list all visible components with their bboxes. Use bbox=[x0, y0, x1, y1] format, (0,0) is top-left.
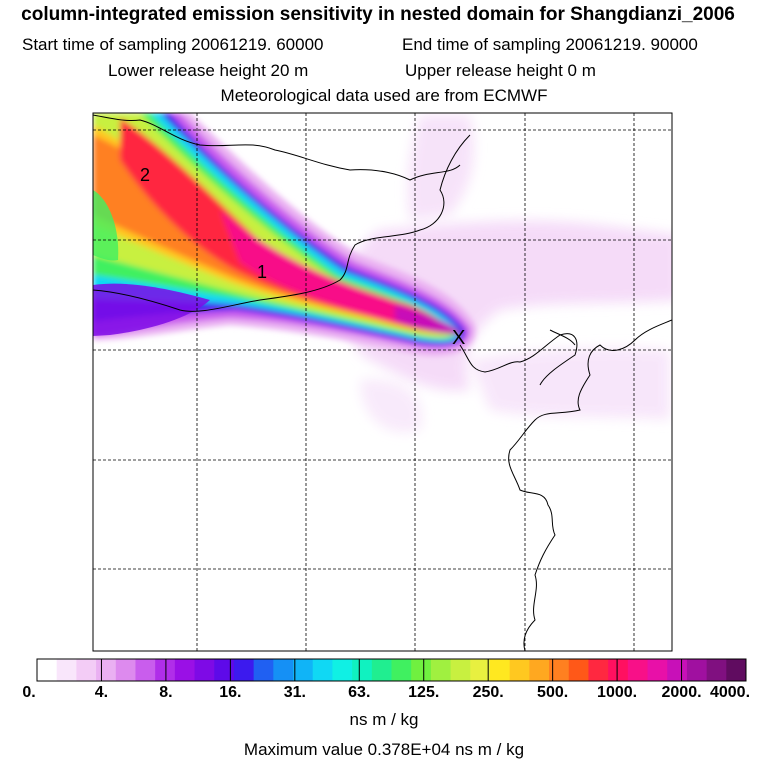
graticule bbox=[93, 113, 672, 651]
colorbar-swatch bbox=[273, 659, 294, 681]
start-time-label: Start time of sampling 20061219. 60000 bbox=[22, 35, 324, 54]
emission-field: 2 1 X bbox=[93, 113, 672, 651]
colorbar-tick-label: 4000. bbox=[709, 684, 751, 701]
lower-release-height-label: Lower release height 20 m bbox=[108, 61, 309, 80]
colorbar-swatch bbox=[312, 659, 333, 681]
colorbar-swatch bbox=[529, 659, 550, 681]
colorbar-tick-label: 125. bbox=[408, 684, 440, 701]
colorbar-swatch bbox=[549, 659, 570, 681]
colorbar-tick-label: 500. bbox=[537, 684, 569, 701]
colorbar-units: ns m / kg bbox=[349, 710, 419, 729]
colorbar-swatch bbox=[115, 659, 136, 681]
colorbar-swatch bbox=[253, 659, 274, 681]
colorbar-swatch bbox=[352, 659, 373, 681]
contour-label-1: 1 bbox=[257, 262, 267, 282]
colorbar-swatch bbox=[56, 659, 77, 681]
colorbar-swatch bbox=[411, 659, 432, 681]
colorbar-swatch bbox=[509, 659, 530, 681]
colorbar-tick-label: 0. bbox=[22, 684, 36, 701]
end-time-label: End time of sampling 20061219. 90000 bbox=[402, 35, 698, 54]
colorbar-tick-label: 1000. bbox=[597, 684, 638, 701]
upper-release-height-label: Upper release height 0 m bbox=[405, 61, 596, 80]
coastline-borders bbox=[93, 114, 672, 651]
colorbar-swatch bbox=[686, 659, 708, 681]
colorbar-swatch bbox=[332, 659, 353, 681]
colorbar-swatch bbox=[214, 659, 235, 681]
colorbar-tick-label: 31. bbox=[283, 684, 306, 701]
colorbar-swatch bbox=[391, 659, 412, 681]
plume-purple-west bbox=[93, 283, 210, 336]
colorbar-swatch bbox=[194, 659, 215, 681]
colorbar-swatch bbox=[568, 659, 589, 681]
colorbar-swatch bbox=[293, 659, 314, 681]
colorbar-swatch bbox=[647, 659, 668, 681]
release-site-marker: X bbox=[452, 327, 465, 349]
colorbar-swatch bbox=[233, 659, 255, 681]
plume-core-west bbox=[93, 190, 119, 261]
colorbar-tick-label: 63. bbox=[348, 684, 371, 701]
figure-title: column-integrated emission sensitivity i… bbox=[21, 4, 735, 25]
colorbar-tick-label: 8. bbox=[159, 684, 173, 701]
colorbar-swatch bbox=[667, 659, 688, 681]
colorbar-swatch bbox=[627, 659, 649, 681]
colorbar-swatch bbox=[96, 659, 117, 681]
colorbar-swatch bbox=[450, 659, 471, 681]
colorbar-swatch bbox=[608, 659, 629, 681]
met-data-label: Meteorological data used are from ECMWF bbox=[220, 86, 548, 105]
colorbar-frame bbox=[36, 658, 747, 682]
colorbar-swatch bbox=[430, 659, 452, 681]
colorbar-tick-label: 16. bbox=[219, 684, 242, 701]
colorbar-swatch bbox=[470, 659, 491, 681]
map-frame bbox=[92, 112, 673, 652]
colorbar-tick-label: 2000. bbox=[661, 684, 702, 701]
colorbar-tick-label: 250. bbox=[472, 684, 504, 701]
colorbar-swatch bbox=[726, 659, 747, 681]
colorbar-swatch bbox=[174, 659, 196, 681]
colorbar-swatch bbox=[706, 659, 727, 681]
colorbar-swatch bbox=[37, 659, 58, 681]
colorbar-dividers bbox=[100, 659, 683, 681]
colorbar-swatch bbox=[371, 659, 392, 681]
colorbar-swatch bbox=[76, 659, 97, 681]
contour-label-2: 2 bbox=[140, 165, 150, 185]
colorbar-swatch bbox=[489, 659, 511, 681]
colorbar bbox=[36, 658, 747, 682]
colorbar-swatch bbox=[155, 659, 176, 681]
colorbar-swatch bbox=[135, 659, 156, 681]
colorbar-swatch bbox=[588, 659, 609, 681]
colorbar-tick-label: 4. bbox=[94, 684, 109, 701]
maximum-value-label: Maximum value 0.378E+04 ns m / kg bbox=[243, 740, 525, 759]
